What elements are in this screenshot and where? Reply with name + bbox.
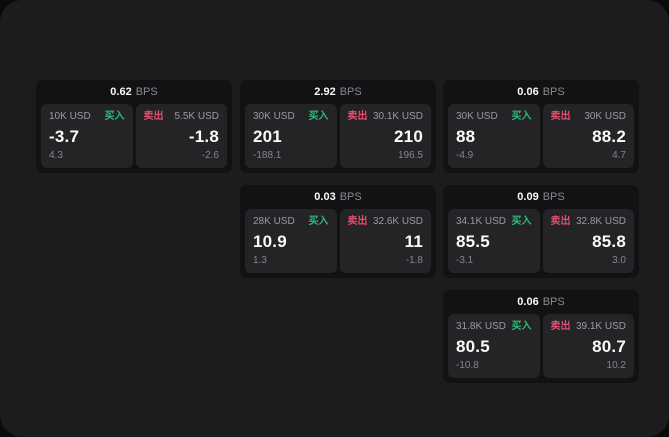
sell-label: 卖出 [550,111,571,122]
card-header: 0.09 BPS [443,185,639,209]
bps-value: 2.92 [314,86,336,98]
sell-price: 210 [394,126,423,146]
buy-label: 买入 [308,216,329,227]
sell-size: 32.6K USD [372,216,423,227]
quote-card-2: 2.92 BPS 30K USD 买入 201 -188.1 卖出 30.1K … [240,80,436,173]
quote-card-6: 0.06 BPS 31.8K USD 买入 80.5 -10.8 卖出 39.1… [443,290,639,383]
sell-delta: -2.6 [201,150,219,161]
buy-label: 买入 [511,111,532,122]
buy-price: 85.5 [456,231,490,251]
sell-size: 30K USD [584,111,626,122]
buy-panel[interactable]: 28K USD 买入 10.9 1.3 [245,209,337,273]
sell-delta: -1.8 [405,255,423,266]
buy-delta: -4.9 [456,150,474,161]
bps-unit-label: BPS [542,191,565,203]
card-header: 0.62 BPS [36,80,232,104]
buy-label: 买入 [308,111,329,122]
buy-label: 买入 [511,216,532,227]
sell-label: 卖出 [550,216,571,227]
sell-panel[interactable]: 卖出 30K USD 88.2 4.7 [542,104,634,168]
buy-size: 30K USD [253,111,295,122]
sell-panel[interactable]: 卖出 5.5K USD -1.8 -2.6 [135,104,227,168]
buy-size: 28K USD [253,216,295,227]
sell-size: 32.8K USD [575,216,626,227]
sell-label: 卖出 [347,111,368,122]
buy-price: 80.5 [456,336,490,356]
buy-delta: -188.1 [253,150,282,161]
card-header: 0.06 BPS [443,80,639,104]
quote-card-5: 0.09 BPS 34.1K USD 买入 85.5 -3.1 卖出 32.8K… [443,185,639,278]
quote-card-3: 0.06 BPS 30K USD 买入 88 -4.9 卖出 30K USD 8… [443,80,639,173]
card-header: 0.03 BPS [240,185,436,209]
sell-price: 11 [404,231,423,251]
bps-unit-label: BPS [339,86,362,98]
bps-unit-label: BPS [135,86,158,98]
buy-size: 31.8K USD [456,321,507,332]
card-header: 2.92 BPS [240,80,436,104]
buy-panel[interactable]: 31.8K USD 买入 80.5 -10.8 [448,314,540,378]
quote-card-4: 0.03 BPS 28K USD 买入 10.9 1.3 卖出 32.6K US… [240,185,436,278]
sell-price: -1.8 [188,126,219,146]
bps-value: 0.09 [517,191,539,203]
quote-card-1: 0.62 BPS 10K USD 买入 -3.7 4.3 卖出 5.5K USD… [36,80,232,173]
buy-label: 买入 [511,321,532,332]
buy-delta: -10.8 [456,360,479,371]
bps-unit-label: BPS [542,296,565,308]
sell-size: 5.5K USD [174,111,219,122]
buy-size: 34.1K USD [456,216,507,227]
sell-price: 80.7 [592,336,626,356]
bps-value: 0.03 [314,191,336,203]
buy-price: 88 [456,126,476,146]
sell-panel[interactable]: 卖出 32.6K USD 11 -1.8 [339,209,431,273]
buy-label: 买入 [104,111,125,122]
buy-price: 10.9 [253,231,287,251]
sell-price: 85.8 [592,231,626,251]
bps-value: 0.62 [110,86,132,98]
buy-panel[interactable]: 30K USD 买入 201 -188.1 [245,104,337,168]
buy-size: 30K USD [456,111,498,122]
sell-size: 39.1K USD [575,321,626,332]
bps-value: 0.06 [517,86,539,98]
sell-delta: 4.7 [612,150,626,161]
sell-label: 卖出 [347,216,368,227]
sell-label: 卖出 [550,321,571,332]
sell-panel[interactable]: 卖出 39.1K USD 80.7 10.2 [542,314,634,378]
buy-size: 10K USD [49,111,91,122]
bps-value: 0.06 [517,296,539,308]
buy-panel[interactable]: 30K USD 买入 88 -4.9 [448,104,540,168]
bps-unit-label: BPS [339,191,362,203]
sell-delta: 196.5 [397,150,423,161]
buy-delta: -3.1 [456,255,474,266]
sell-delta: 3.0 [612,255,626,266]
buy-panel[interactable]: 34.1K USD 买入 85.5 -3.1 [448,209,540,273]
bps-unit-label: BPS [542,86,565,98]
buy-delta: 4.3 [49,150,63,161]
sell-size: 30.1K USD [372,111,423,122]
sell-label: 卖出 [143,111,164,122]
sell-panel[interactable]: 卖出 32.8K USD 85.8 3.0 [542,209,634,273]
buy-delta: 1.3 [253,255,267,266]
sell-delta: 10.2 [606,360,626,371]
buy-price: 201 [253,126,282,146]
card-header: 0.06 BPS [443,290,639,314]
buy-panel[interactable]: 10K USD 买入 -3.7 4.3 [41,104,133,168]
sell-panel[interactable]: 卖出 30.1K USD 210 196.5 [339,104,431,168]
buy-price: -3.7 [49,126,80,146]
sell-price: 88.2 [592,126,626,146]
